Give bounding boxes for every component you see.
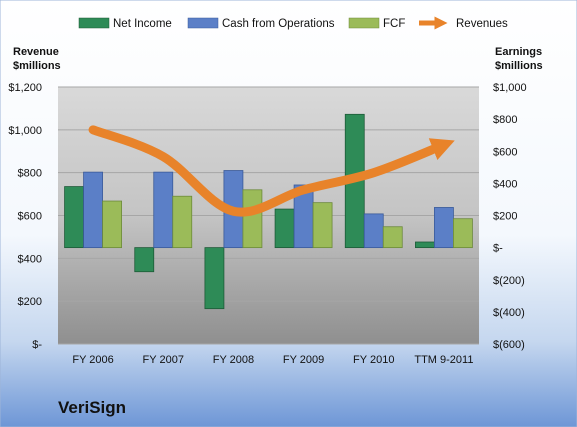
left-tick-label: $400 [18, 253, 42, 265]
category-label: FY 2008 [213, 354, 254, 366]
left-tick-label: $800 [18, 168, 42, 180]
legend-label-fcf: FCF [383, 18, 405, 30]
right-tick-label: $(200) [493, 275, 525, 287]
category-label: TTM 9-2011 [414, 354, 473, 366]
bar-fcf [242, 189, 263, 249]
bar-cash-ops [153, 171, 174, 249]
category-label: FY 2007 [143, 354, 184, 366]
right-axis-title-line1: Earnings [495, 46, 542, 58]
bar-fcf [172, 195, 193, 249]
legend-item-fcf: FCF [348, 17, 405, 30]
legend-item-revenues: Revenues [419, 16, 508, 30]
legend-label-net-income: Net Income [113, 18, 172, 30]
bar-fcf [102, 200, 122, 249]
right-tick-label: $- [493, 243, 503, 255]
category-label: FY 2006 [72, 354, 113, 366]
left-axis-ticks: $- $200 $400 $600 $800 $1,000 $1,200 [8, 82, 42, 351]
category-label: FY 2009 [283, 354, 324, 366]
bar-net-income [134, 247, 155, 273]
category-label: FY 2010 [353, 354, 394, 366]
right-tick-label: $400 [493, 178, 517, 190]
bar-cash-ops [363, 213, 384, 249]
right-tick-label: $1,000 [493, 82, 527, 94]
left-tick-label: $- [32, 339, 42, 351]
left-tick-label: $600 [18, 211, 42, 223]
left-tick-label: $200 [18, 296, 42, 308]
left-tick-label: $1,000 [8, 125, 42, 137]
bar-net-income [204, 247, 225, 310]
legend-item-cash-ops: Cash from Operations [187, 17, 335, 30]
bar-fcf [453, 218, 473, 249]
legend-swatch-fcf [348, 17, 380, 29]
right-tick-label: $(600) [493, 339, 525, 351]
bar-net-income [274, 208, 295, 249]
revenue-line-path [88, 125, 455, 217]
bar-net-income [415, 241, 435, 249]
bar-fcf [312, 202, 333, 249]
legend-label-cash-ops: Cash from Operations [222, 18, 335, 30]
right-tick-label: $(400) [493, 307, 525, 319]
category-labels: FY 2006 FY 2007 FY 2008 FY 2009 FY 2010 TTM 9… [72, 354, 473, 366]
right-axis-title-line2: $millions [495, 60, 543, 72]
bar-net-income [64, 186, 84, 249]
legend-label-revenues: Revenues [456, 18, 508, 30]
right-tick-label: $800 [493, 114, 517, 126]
right-tick-label: $600 [493, 146, 517, 158]
legend-swatch-cash-ops [187, 17, 219, 29]
brand-label: VeriSign [58, 398, 126, 417]
right-tick-label: $200 [493, 211, 517, 223]
gridlines [58, 86, 479, 345]
right-axis-ticks: $(600) $(400) $(200) $- $200 $400 $600 $800 $1,0… [493, 82, 527, 351]
left-tick-label: $1,200 [8, 82, 42, 94]
legend-item-net-income: Net Income [78, 17, 172, 30]
bar-cash-ops [83, 171, 103, 249]
left-axis-title-line2: $millions [13, 60, 61, 72]
revenue-line [88, 125, 455, 217]
left-axis-title-line1: Revenue [13, 46, 59, 58]
bars [64, 113, 473, 310]
bar-fcf [382, 226, 403, 249]
bar-cash-ops [434, 207, 454, 249]
legend-swatch-net-income [78, 17, 110, 29]
legend: Net Income Cash from Operations FCF Reve… [78, 16, 508, 30]
